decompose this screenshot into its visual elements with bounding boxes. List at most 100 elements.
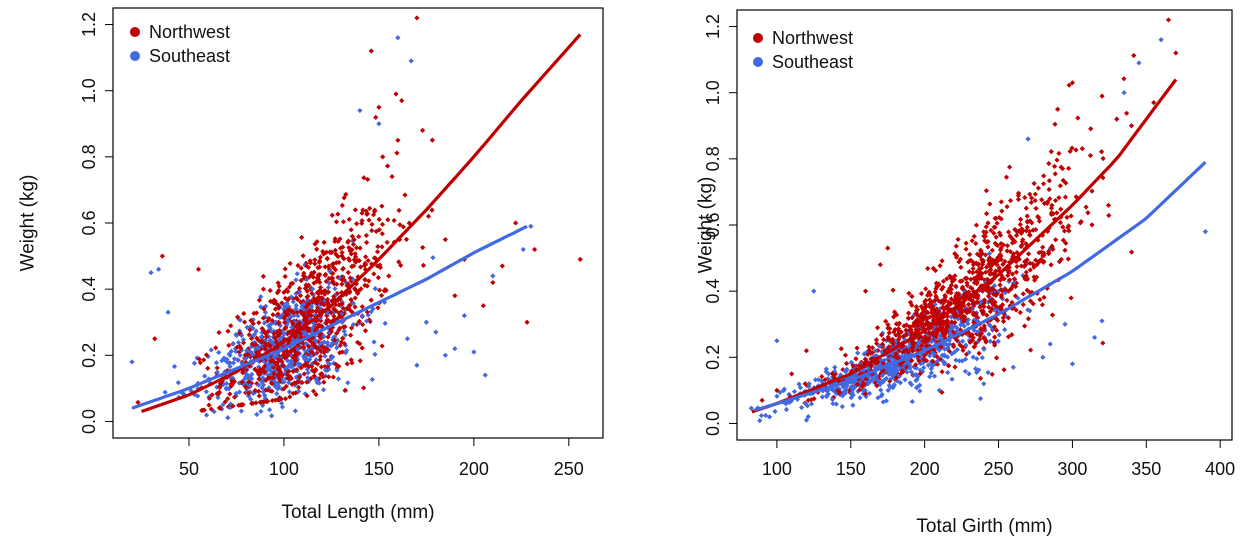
data-point-northwest (333, 308, 339, 314)
data-point-southeast (274, 353, 280, 359)
data-point-northwest (336, 310, 342, 316)
data-point-northwest (933, 331, 940, 337)
data-point-southeast (279, 400, 285, 406)
data-point-northwest (269, 318, 275, 324)
data-point-northwest (347, 302, 353, 309)
data-point-northwest (340, 324, 347, 330)
data-point-northwest (301, 326, 307, 332)
data-point-northwest (322, 363, 328, 370)
data-point-northwest (948, 290, 954, 296)
data-point-northwest (854, 381, 861, 387)
data-point-southeast (948, 314, 954, 320)
data-point-northwest (1036, 215, 1042, 221)
data-point-northwest (932, 307, 938, 313)
data-point-northwest (981, 300, 987, 306)
x-tick-label: 150 (364, 459, 394, 479)
data-point-southeast (235, 357, 241, 363)
data-point-northwest (350, 241, 357, 247)
data-point-northwest (1075, 115, 1081, 121)
data-point-northwest (287, 309, 294, 315)
data-point-northwest (924, 350, 930, 356)
data-point-northwest (1065, 256, 1071, 262)
data-point-northwest (300, 253, 306, 259)
data-point-northwest (921, 353, 927, 359)
data-point-northwest (866, 347, 872, 353)
data-point-northwest (311, 298, 318, 304)
data-point-northwest (330, 279, 336, 285)
data-point-northwest (979, 261, 986, 268)
data-point-northwest (920, 324, 926, 330)
data-point-southeast (931, 373, 938, 379)
data-point-northwest (362, 261, 369, 267)
data-point-southeast (342, 279, 349, 285)
data-point-southeast (812, 377, 819, 383)
data-point-southeast (236, 380, 242, 386)
data-point-southeast (889, 372, 896, 378)
data-point-northwest (281, 315, 287, 321)
data-point-northwest (1058, 256, 1064, 263)
data-point-northwest (981, 297, 988, 303)
data-point-southeast (907, 380, 913, 386)
data-point-northwest (947, 273, 953, 279)
data-point-northwest (1069, 145, 1075, 151)
data-point-southeast (908, 369, 914, 375)
data-point-southeast (313, 357, 319, 363)
data-point-northwest (1100, 340, 1106, 346)
data-point-northwest (302, 362, 308, 369)
data-point-northwest (480, 303, 486, 309)
data-point-northwest (968, 285, 974, 291)
data-point-southeast (1158, 37, 1164, 43)
y-tick-label: 0.6 (703, 212, 723, 237)
data-point-southeast (227, 401, 234, 407)
data-point-southeast (261, 320, 268, 326)
data-point-northwest (856, 387, 863, 393)
points-layer (129, 15, 583, 421)
data-point-northwest (317, 357, 323, 363)
data-point-northwest (332, 267, 339, 273)
data-point-southeast (404, 336, 410, 342)
data-point-northwest (338, 339, 344, 345)
data-point-northwest (861, 360, 867, 367)
legend-marker-northwest (130, 27, 140, 37)
data-point-southeast (239, 360, 245, 366)
data-point-northwest (1011, 276, 1018, 282)
data-point-northwest (885, 325, 891, 331)
data-point-northwest (375, 243, 381, 250)
data-point-southeast (806, 383, 812, 389)
data-point-northwest (1018, 263, 1025, 269)
data-point-northwest (970, 335, 976, 341)
data-point-northwest (966, 330, 972, 336)
data-point-northwest (359, 218, 365, 224)
y-tick-label: 1.2 (703, 14, 723, 39)
data-point-southeast (803, 417, 810, 423)
y-axis-title: Weight (kg) (18, 175, 39, 272)
data-point-northwest (916, 327, 922, 333)
data-point-northwest (364, 309, 370, 315)
data-point-southeast (301, 301, 307, 307)
data-point-northwest (977, 269, 983, 275)
data-point-northwest (979, 288, 986, 294)
data-point-northwest (524, 319, 530, 325)
data-point-southeast (844, 383, 850, 389)
data-point-northwest (532, 246, 538, 253)
data-point-northwest (333, 330, 340, 336)
data-point-northwest (983, 239, 989, 245)
data-point-northwest (345, 269, 351, 276)
data-point-southeast (945, 369, 951, 376)
data-point-northwest (1018, 230, 1024, 236)
data-point-northwest (1013, 280, 1020, 286)
data-point-northwest (269, 381, 275, 387)
data-point-southeast (294, 354, 300, 360)
data-point-southeast (936, 347, 942, 353)
data-point-northwest (1037, 296, 1043, 303)
data-point-northwest (917, 370, 923, 377)
data-point-southeast (349, 276, 356, 282)
data-point-northwest (879, 341, 886, 347)
data-point-southeast (861, 387, 868, 393)
data-point-northwest (230, 403, 236, 409)
data-point-northwest (389, 173, 395, 180)
data-point-northwest (986, 261, 992, 267)
data-point-southeast (195, 393, 201, 399)
data-point-southeast (936, 387, 943, 393)
data-point-northwest (1002, 258, 1008, 265)
